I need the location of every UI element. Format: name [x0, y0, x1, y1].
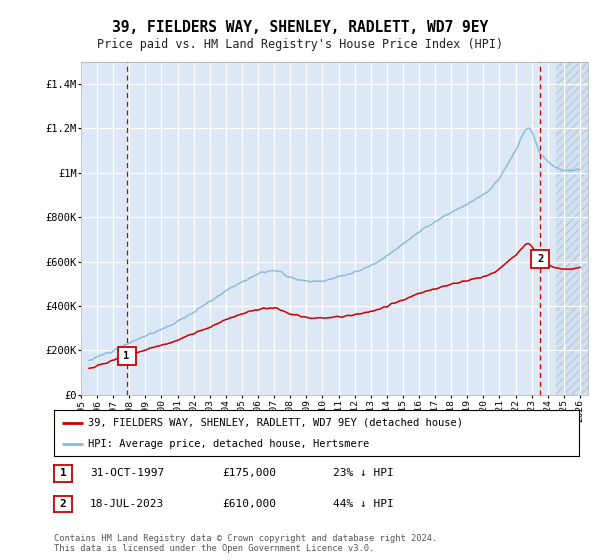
Text: 44% ↓ HPI: 44% ↓ HPI	[333, 499, 394, 509]
Text: Price paid vs. HM Land Registry's House Price Index (HPI): Price paid vs. HM Land Registry's House …	[97, 38, 503, 51]
Text: £175,000: £175,000	[222, 468, 276, 478]
Text: Contains HM Land Registry data © Crown copyright and database right 2024.
This d: Contains HM Land Registry data © Crown c…	[54, 534, 437, 553]
Text: 23% ↓ HPI: 23% ↓ HPI	[333, 468, 394, 478]
Text: HPI: Average price, detached house, Hertsmere: HPI: Average price, detached house, Hert…	[88, 439, 370, 449]
Text: £610,000: £610,000	[222, 499, 276, 509]
Text: 18-JUL-2023: 18-JUL-2023	[90, 499, 164, 509]
Text: 2: 2	[59, 499, 67, 509]
Text: 31-OCT-1997: 31-OCT-1997	[90, 468, 164, 478]
Bar	[556, 62, 588, 395]
Text: 39, FIELDERS WAY, SHENLEY, RADLETT, WD7 9EY (detached house): 39, FIELDERS WAY, SHENLEY, RADLETT, WD7 …	[88, 418, 463, 428]
Text: 39, FIELDERS WAY, SHENLEY, RADLETT, WD7 9EY: 39, FIELDERS WAY, SHENLEY, RADLETT, WD7 …	[112, 20, 488, 35]
Text: 1: 1	[124, 351, 130, 361]
Text: 2: 2	[537, 254, 544, 264]
Text: 1: 1	[59, 468, 67, 478]
